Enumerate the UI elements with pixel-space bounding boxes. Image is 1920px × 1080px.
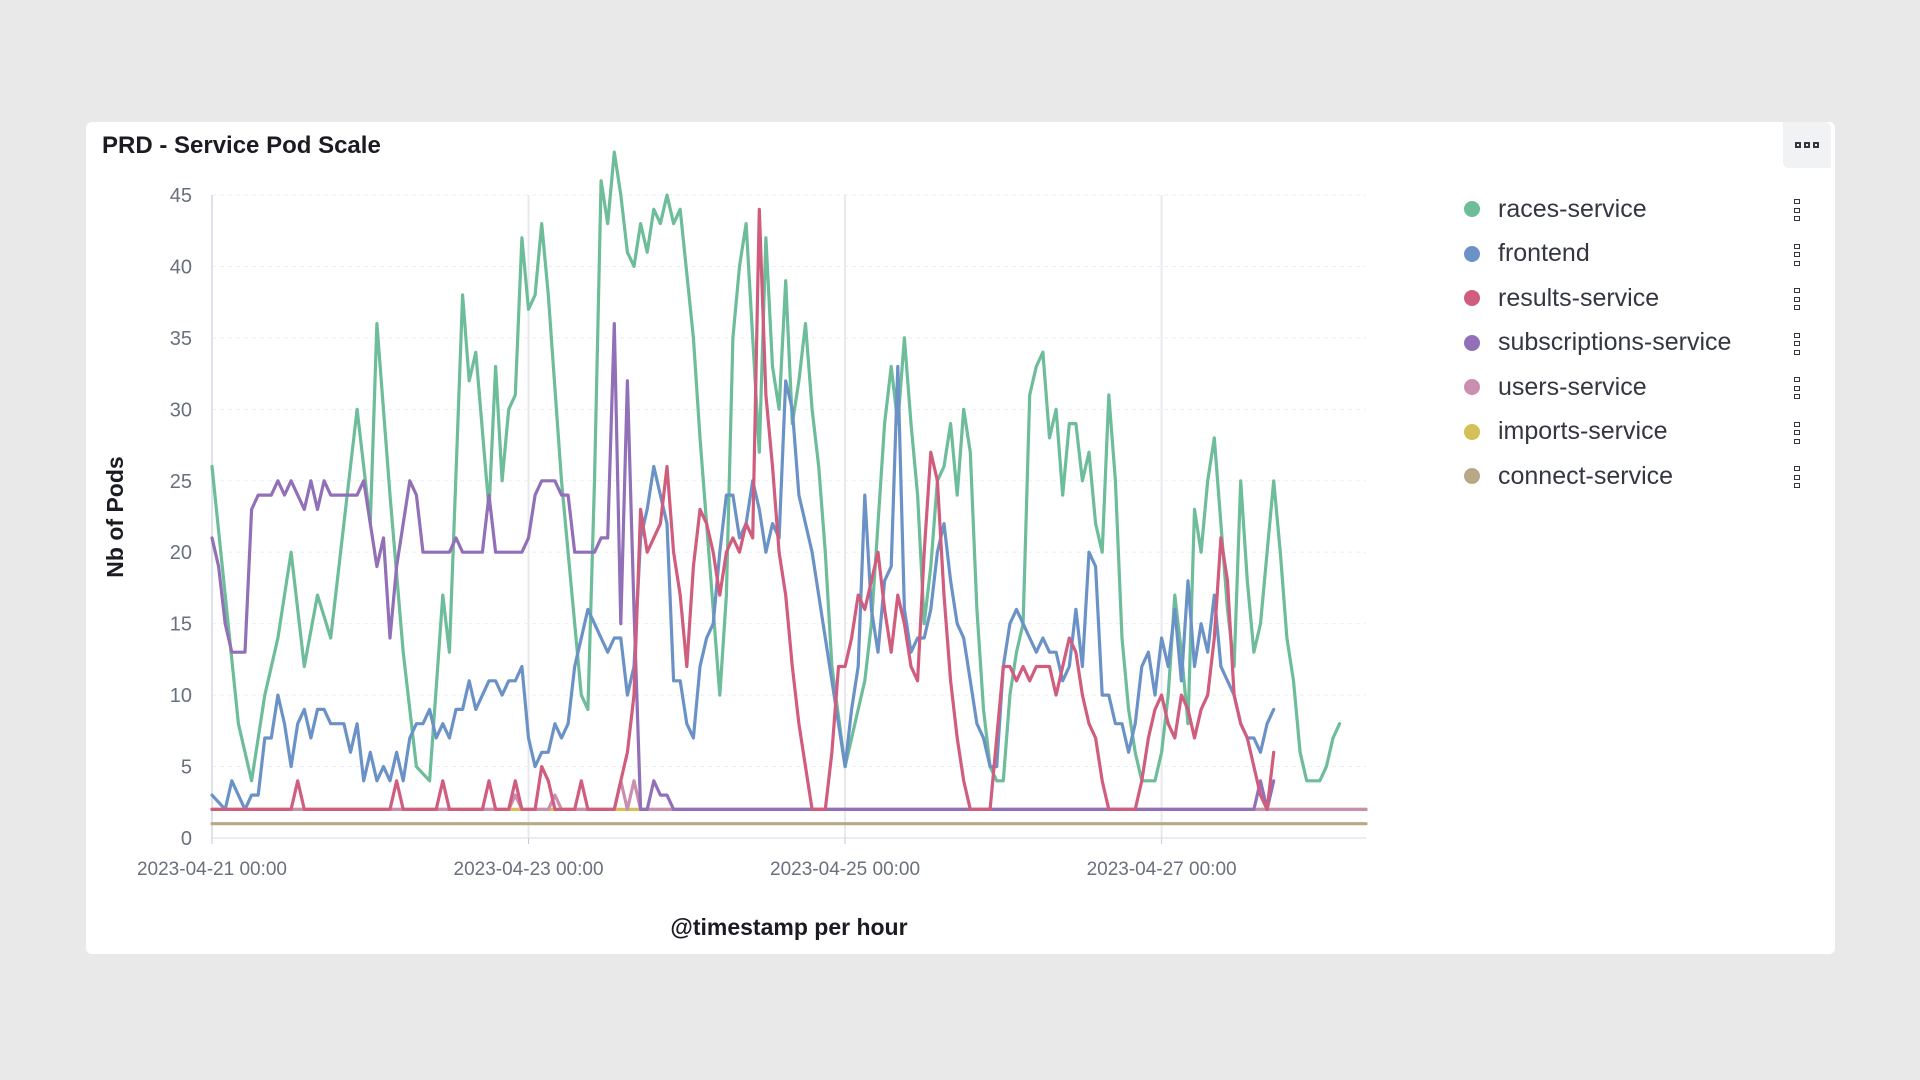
y-tick-label: 10 [170,685,192,707]
legend-item-frontend[interactable]: frontend [1450,232,1810,277]
x-axis: 2023-04-21 00:00 2023-04-23 00:00 2023-04-… [137,837,1366,880]
visualization-panel: PRD - Service Pod Scale 0 5 10 15 20 25 30 35 40… [86,122,1835,954]
legend-swatch-icon [1464,468,1480,485]
legend-swatch-icon [1464,379,1480,396]
legend-label: races-service [1498,194,1647,223]
panel-title: PRD - Service Pod Scale [102,132,381,159]
legend-swatch-icon [1464,334,1480,351]
chart-series [210,150,1368,826]
legend-item-users-service[interactable]: users-service [1450,365,1810,410]
legend-label: results-service [1498,283,1660,312]
legend-action-menu-icon[interactable] [1792,288,1802,310]
series-line-results-service[interactable] [210,207,1276,811]
x-tick-label: 2023-04-25 00:00 [770,859,920,880]
x-tick-label: 2023-04-21 00:00 [137,859,287,880]
series-line-users-service[interactable] [210,779,1368,811]
legend-action-menu-icon[interactable] [1792,332,1802,355]
legend-action-menu-icon[interactable] [1792,243,1802,266]
legend-item-imports-service[interactable]: imports-service [1450,410,1810,455]
y-tick-label: 15 [170,614,192,636]
legend-label: connect-service [1498,461,1674,490]
series-line-races-service[interactable] [210,150,1342,783]
options-dot-icon [1795,142,1801,148]
y-tick-label: 5 [181,757,192,779]
y-tick-label: 40 [170,256,192,278]
legend-item-connect-service[interactable]: connect-service [1450,454,1810,499]
legend-label: users-service [1498,372,1647,401]
legend-action-menu-icon[interactable] [1792,466,1802,488]
series-line-frontend[interactable] [210,364,1276,811]
legend-label: frontend [1498,239,1590,268]
options-dot-icon [1804,142,1810,148]
legend-item-results-service[interactable]: results-service [1450,276,1810,321]
legend-swatch-icon [1464,423,1480,440]
legend-action-menu-icon[interactable] [1792,421,1802,444]
legend-swatch-icon [1464,201,1480,218]
legend-item-races-service[interactable]: races-service [1450,187,1810,232]
y-tick-label: 25 [170,471,192,493]
x-axis-label: @timestamp per hour [670,914,907,940]
y-tick-label: 45 [170,185,192,207]
legend-swatch-icon [1464,290,1480,307]
panel-options-button[interactable] [1783,122,1831,168]
legend-item-subscriptions-service[interactable]: subscriptions-service [1450,321,1810,366]
y-tick-label: 0 [181,828,192,850]
options-dot-icon [1813,142,1819,148]
chart-legend: races-service frontend results-service subs… [1450,187,1810,499]
legend-action-menu-icon[interactable] [1792,377,1802,399]
legend-label: subscriptions-service [1498,328,1732,357]
legend-label: imports-service [1498,417,1668,446]
series-line-subscriptions-service[interactable] [210,322,1276,811]
y-tick-label: 30 [170,399,192,421]
y-tick-label: 35 [170,328,192,350]
x-tick-label: 2023-04-27 00:00 [1087,859,1237,880]
y-axis-label: Nb of Pods [102,456,128,577]
x-tick-label: 2023-04-23 00:00 [454,859,604,880]
y-tick-label: 20 [170,542,192,564]
legend-swatch-icon [1464,245,1480,262]
y-axis: 0 5 10 15 20 25 30 35 40 45 [170,185,213,850]
legend-action-menu-icon[interactable] [1792,199,1802,221]
